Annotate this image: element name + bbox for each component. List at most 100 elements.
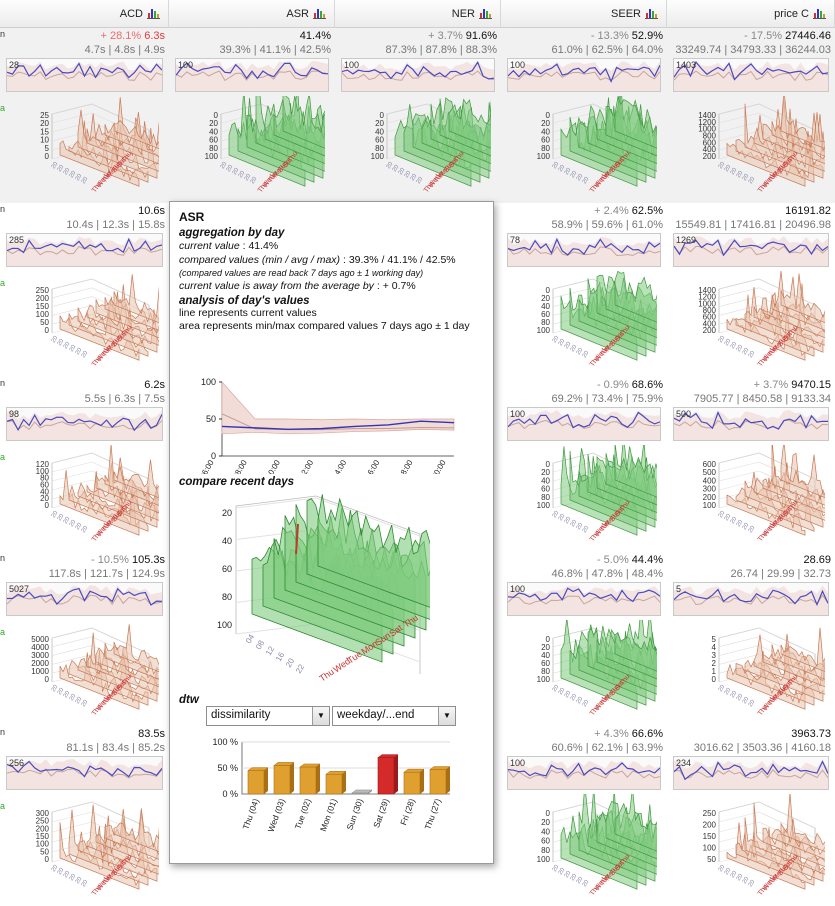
dtw-bar[interactable] — [325, 770, 347, 795]
metric-cell[interactable]: 83.5s 81.1s | 83.4s | 85.2s 256 300 250 200 15… — [0, 726, 169, 906]
metric-cell[interactable]: - 5.0% 44.4% 46.8% | 47.8% | 48.4% 100 0 20 4… — [501, 552, 667, 726]
sparkline[interactable]: 100 — [341, 58, 495, 92]
sparkline[interactable]: 100 — [507, 582, 661, 616]
sparkline[interactable]: 1269 — [673, 233, 829, 267]
dtw-bar[interactable] — [299, 763, 321, 795]
value-line: 16191.82 — [785, 205, 831, 217]
svg-text:200: 200 — [703, 821, 717, 830]
bar-chart-icon[interactable] — [147, 7, 160, 22]
bar-chart-icon[interactable] — [313, 7, 326, 22]
bar-chart-icon[interactable] — [645, 7, 658, 22]
svg-text:100: 100 — [537, 152, 551, 161]
svg-text:20: 20 — [209, 119, 218, 128]
value-line: - 13.3% 52.9% — [591, 30, 663, 42]
dtw-bar[interactable] — [429, 766, 451, 795]
sparkline[interactable]: 256 — [6, 756, 163, 790]
svg-text:20: 20 — [63, 690, 72, 699]
bar-chart-icon[interactable] — [813, 7, 826, 22]
svg-text:50: 50 — [707, 855, 716, 864]
current-value: 105.3s — [131, 554, 165, 566]
svg-text:20: 20 — [564, 690, 573, 699]
svg-text:20: 20 — [558, 164, 567, 173]
sparkline[interactable]: 98 — [6, 407, 163, 441]
metric-cell[interactable]: + 28.1% 6.3s 4.7s | 4.8s | 4.9s 28 25 20 15 10… — [0, 28, 169, 203]
x-tick-label: Tue (02) — [293, 797, 313, 830]
dtw-bar[interactable] — [273, 762, 295, 795]
metric-cell[interactable]: + 4.3% 66.6% 60.6% | 62.1% | 63.9% 100 0 20 4… — [501, 726, 667, 906]
metric-cell[interactable]: - 10.5% 105.3s 117.8s | 121.7s | 124.9s 50… — [0, 552, 169, 726]
metric-cell[interactable]: + 3.7% 91.6% 87.3% | 87.8% | 88.3% 100 0 20 4… — [335, 28, 501, 203]
current-value: 91.6% — [465, 30, 497, 42]
sparkline[interactable]: 234 — [673, 756, 829, 790]
sparkline[interactable]: 100 — [507, 407, 661, 441]
metric-cell[interactable]: 10.6s 10.4s | 12.3s | 15.8s 285 250 200 150 10… — [0, 203, 169, 377]
delta-value: - 5.0% — [596, 554, 629, 566]
sparkline[interactable]: 28 — [6, 58, 163, 92]
sparkline[interactable]: 5027 — [6, 582, 163, 616]
column-header-seer[interactable]: SEER — [501, 0, 667, 28]
column-header-acd[interactable]: ACD — [0, 0, 169, 28]
dtw-bar[interactable] — [247, 767, 269, 795]
metric-cell[interactable]: - 0.9% 68.6% 69.2% | 73.4% | 75.9% 100 0 20 4… — [501, 377, 667, 552]
metric-cell[interactable]: 16191.82 15549.81 | 17416.81 | 20496.98 12… — [667, 203, 835, 377]
metric-select[interactable]: dissimilarity ▼ — [206, 706, 330, 726]
column-header-ner[interactable]: NER — [335, 0, 501, 28]
metric-cell[interactable]: 41.4% 39.3% | 41.1% | 42.5% 100 0 20 40 60 80 10… — [169, 28, 335, 203]
metric-cell[interactable]: 3963.73 3016.62 | 3503.36 | 4160.18 234 250… — [667, 726, 835, 906]
svg-text:Sat: Sat — [782, 859, 794, 872]
svg-text:2: 2 — [712, 659, 717, 668]
sparkline[interactable]: 285 — [6, 233, 163, 267]
svg-text:40: 40 — [40, 487, 49, 496]
sparkline[interactable]: 1403 — [673, 58, 829, 92]
sparkline[interactable]: 78 — [507, 233, 661, 267]
dtw-bar[interactable] — [351, 789, 373, 795]
svg-text:200: 200 — [36, 824, 50, 833]
dtw-bar[interactable] — [377, 754, 399, 795]
svg-text:Sat: Sat — [782, 156, 794, 169]
svg-text:20: 20 — [576, 876, 585, 885]
current-value: 62.5% — [631, 205, 663, 217]
sparkline-graph — [6, 236, 163, 266]
svg-text:20: 20 — [576, 522, 585, 531]
sparkline[interactable]: 100 — [507, 756, 661, 790]
svg-text:20: 20 — [541, 294, 550, 303]
sparkline[interactable]: 5 — [673, 582, 829, 616]
svg-text:20: 20 — [75, 876, 84, 885]
metric-cell[interactable]: - 13.3% 52.9% 61.0% | 62.5% | 64.0% 100 0 20… — [501, 28, 667, 203]
sparkline[interactable]: 100 — [507, 58, 661, 92]
metric-cell[interactable]: + 3.7% 9470.15 7905.77 | 8450.58 | 9133.3… — [667, 377, 835, 552]
metric-cell[interactable]: - 17.5% 27446.46 33249.74 | 34793.33 | 36… — [667, 28, 835, 203]
svg-text:40: 40 — [541, 476, 550, 485]
metric-cell[interactable]: 6.2s 5.5s | 6.3s | 7.5s 98 120 100 80 60 40 20 0 T… — [0, 377, 169, 552]
compared-value: : 39.3% / 41.1% / 42.5% — [342, 254, 456, 266]
sparkline-max-label: 5027 — [9, 584, 30, 594]
svg-text:60: 60 — [541, 485, 550, 494]
column-header-price-c[interactable]: price C — [667, 0, 835, 28]
daytype-select[interactable]: weekday/...end ▼ — [332, 706, 456, 726]
dtw-bar[interactable] — [403, 768, 425, 795]
sparkline[interactable]: 100 — [175, 58, 329, 92]
column-header-asr[interactable]: ASR — [169, 0, 335, 28]
sparkline[interactable]: 500 — [673, 407, 829, 441]
metric-cell[interactable]: + 2.4% 62.5% 58.9% | 59.6% | 61.0% 78 0 20 40… — [501, 203, 667, 377]
sparkline-graph — [673, 236, 829, 266]
bar-chart-icon[interactable] — [479, 7, 492, 22]
metric-cell[interactable]: 28.69 26.74 | 29.99 | 32.73 5 5 4 3 2 1 0 Thu Sat S… — [667, 552, 835, 726]
